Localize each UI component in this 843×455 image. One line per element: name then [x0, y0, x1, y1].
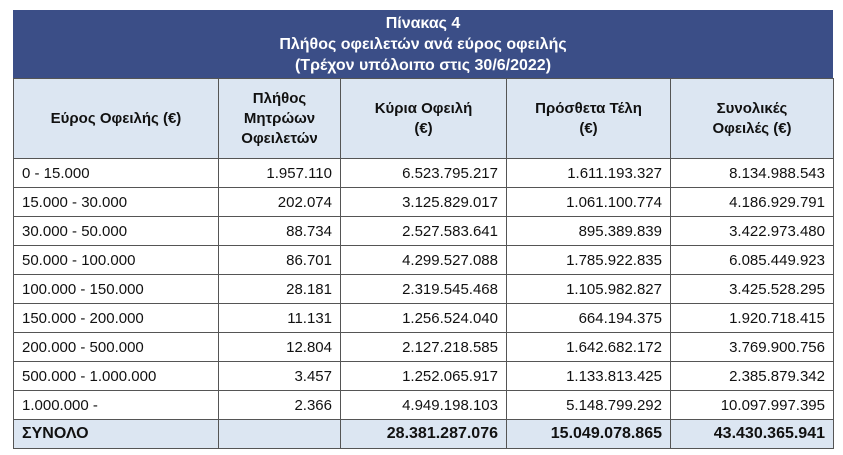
data-cell: 2.385.879.342: [670, 361, 834, 391]
data-cell: 1.611.193.327: [506, 158, 671, 188]
data-cell: 1.642.682.172: [506, 332, 671, 362]
data-row: 100.000 - 150.000 28.181 2.319.545.468 1.10…: [13, 274, 834, 304]
header-text: Κύρια Οφειλή (€): [374, 99, 473, 137]
header-text: Πρόσθετα Τέλη (€): [535, 99, 642, 137]
total-row: ΣΥΝΟΛΟ 28.381.287.076 15.049.078.865 43.430…: [13, 419, 834, 449]
data-cell: 1.133.813.425: [506, 361, 671, 391]
header-row: Εύρος Οφειλής (€) Πλήθος Μητρώων Οφειλετ…: [13, 78, 834, 159]
header-text: Πλήθος Μητρώων Οφειλετών: [241, 89, 318, 147]
debt-table: Εύρος Οφειλής (€) Πλήθος Μητρώων Οφειλετ…: [13, 78, 834, 449]
header-cell: Πρόσθετα Τέλη (€): [506, 78, 671, 159]
data-cell: 150.000 - 200.000: [13, 303, 219, 333]
data-row: 50.000 - 100.000 86.701 4.299.527.088 1.785…: [13, 245, 834, 275]
data-cell: 3.457: [218, 361, 341, 391]
data-cell: 3.425.528.295: [670, 274, 834, 304]
data-cell: 1.000.000 -: [13, 390, 219, 420]
data-cell: 5.148.799.292: [506, 390, 671, 420]
data-row: 30.000 - 50.000 88.734 2.527.583.641 895.38…: [13, 216, 834, 246]
data-cell: 200.000 - 500.000: [13, 332, 219, 362]
title-line: Πίνακας 4: [385, 15, 461, 32]
data-cell: 1.785.922.835: [506, 245, 671, 275]
title-line: Πλήθος οφειλετών ανά εύρος οφειλής: [279, 36, 567, 53]
data-cell: 3.769.900.756: [670, 332, 834, 362]
total-cell: 28.381.287.076: [340, 419, 507, 449]
data-cell: 6.523.795.217: [340, 158, 507, 188]
table-title: Πίνακας 4 Πλήθος οφειλετών ανά εύρος οφε…: [13, 10, 833, 78]
data-cell: 3.422.973.480: [670, 216, 834, 246]
data-cell: 2.366: [218, 390, 341, 420]
total-label: ΣΥΝΟΛΟ: [13, 419, 219, 449]
data-cell: 2.319.545.468: [340, 274, 507, 304]
empty-cell: [218, 419, 341, 449]
data-cell: 500.000 - 1.000.000: [13, 361, 219, 391]
data-cell: 86.701: [218, 245, 341, 275]
data-cell: 6.085.449.923: [670, 245, 834, 275]
header-cell: Εύρος Οφειλής (€): [13, 78, 219, 159]
data-cell: 2.527.583.641: [340, 216, 507, 246]
header-text: Συνολικές Οφειλές (€): [712, 99, 792, 137]
total-cell: 43.430.365.941: [670, 419, 834, 449]
data-cell: 1.061.100.774: [506, 187, 671, 217]
data-cell: 202.074: [218, 187, 341, 217]
data-row: 0 - 15.000 1.957.110 6.523.795.217 1.611.19…: [13, 158, 834, 188]
data-cell: 0 - 15.000: [13, 158, 219, 188]
header-cell: Κύρια Οφειλή (€): [340, 78, 507, 159]
header-cell: Συνολικές Οφειλές (€): [670, 78, 834, 159]
data-row: 200.000 - 500.000 12.804 2.127.218.585 1.64…: [13, 332, 834, 362]
data-cell: 1.252.065.917: [340, 361, 507, 391]
data-cell: 11.131: [218, 303, 341, 333]
data-cell: 895.389.839: [506, 216, 671, 246]
data-cell: 1.256.524.040: [340, 303, 507, 333]
data-cell: 100.000 - 150.000: [13, 274, 219, 304]
data-cell: 12.804: [218, 332, 341, 362]
data-cell: 664.194.375: [506, 303, 671, 333]
data-cell: 4.186.929.791: [670, 187, 834, 217]
data-cell: 10.097.997.395: [670, 390, 834, 420]
data-cell: 2.127.218.585: [340, 332, 507, 362]
data-row: 500.000 - 1.000.000 3.457 1.252.065.917 1.1…: [13, 361, 834, 391]
table-container: Πίνακας 4 Πλήθος οφειλετών ανά εύρος οφε…: [13, 10, 834, 449]
header-text: Εύρος Οφειλής (€): [50, 109, 182, 127]
total-cell: 15.049.078.865: [506, 419, 671, 449]
title-line: (Τρέχον υπόλοιπο στις 30/6/2022): [294, 57, 552, 74]
data-cell: 1.920.718.415: [670, 303, 834, 333]
data-cell: 88.734: [218, 216, 341, 246]
data-cell: 50.000 - 100.000: [13, 245, 219, 275]
data-cell: 4.949.198.103: [340, 390, 507, 420]
data-cell: 4.299.527.088: [340, 245, 507, 275]
data-row: 1.000.000 -2.366 4.949.198.103 5.148.799.2…: [13, 390, 834, 420]
header-cell: Πλήθος Μητρώων Οφειλετών: [218, 78, 341, 159]
table-body: 0 - 15.000 1.957.110 6.523.795.217 1.611.19…: [13, 158, 834, 449]
data-cell: 1.105.982.827: [506, 274, 671, 304]
data-row: 15.000 - 30.000 202.074 3.125.829.017 1.061…: [13, 187, 834, 217]
data-cell: 28.181: [218, 274, 341, 304]
data-cell: 15.000 - 30.000: [13, 187, 219, 217]
data-cell: 30.000 - 50.000: [13, 216, 219, 246]
data-cell: 3.125.829.017: [340, 187, 507, 217]
data-cell: 8.134.988.543: [670, 158, 834, 188]
data-cell: 1.957.110: [218, 158, 341, 188]
data-row: 150.000 - 200.000 11.131 1.256.524.040 664.…: [13, 303, 834, 333]
